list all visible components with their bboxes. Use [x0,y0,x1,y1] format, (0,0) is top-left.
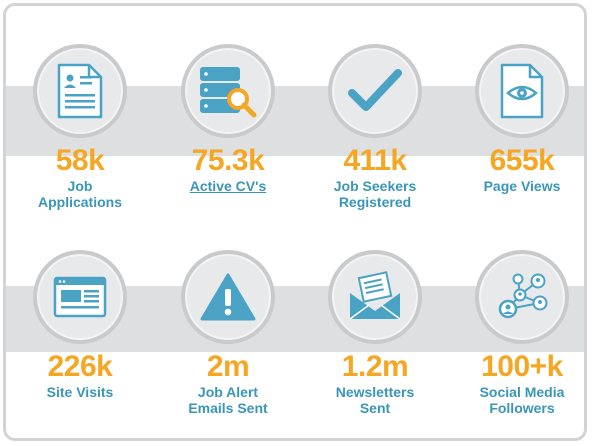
icon-circle [475,44,569,138]
icon-circle [33,44,127,138]
stat-social-followers: 100+k Social Media Followers [452,250,584,416]
icon-circle [475,250,569,344]
newsletter-envelope-icon [349,271,401,320]
social-network-icon [498,273,548,319]
icon-circle [181,250,275,344]
browser-window-icon [53,276,107,318]
stat-site-visits: 226k Site Visits [10,250,150,400]
stat-value: 100+k [481,350,563,383]
stat-job-seekers: 411k Job Seekers Registered [305,44,445,210]
page-eye-icon [500,63,544,119]
stat-job-applications: 58k Job Applications [10,44,150,210]
stat-job-alert-emails: 2m Job Alert Emails Sent [158,250,298,416]
stat-page-views: 655k Page Views [452,44,584,194]
stat-label: Page Views [483,178,561,194]
icon-circle [33,250,127,344]
stat-value: 655k [489,144,555,177]
icon-circle [328,44,422,138]
warning-triangle-icon [200,273,256,321]
database-search-icon [200,67,257,118]
icon-circle [328,250,422,344]
active-cvs-link[interactable]: Active CV's [189,178,267,194]
stat-value: 226k [47,350,113,383]
stat-newsletters: 1.2m Newsletters Sent [305,250,445,416]
stat-value: 2m [206,350,250,383]
stat-label: Newsletters Sent [335,384,415,416]
stat-label: Job Applications [37,178,122,210]
stat-value: 1.2m [341,350,409,383]
stat-active-cvs: 75.3k Active CV's [158,44,298,194]
checkmark-icon [348,69,402,111]
stat-label: Job Seekers Registered [333,178,417,210]
icon-circle [181,44,275,138]
document-icon [57,63,103,119]
stat-value: 75.3k [191,144,265,177]
stat-label: Site Visits [46,384,114,400]
stat-label: Job Alert Emails Sent [188,384,268,416]
stat-value: 411k [343,144,407,177]
stats-panel: 58k Job Applications 75.3k Active CV's [3,3,587,441]
stat-value: 58k [55,144,105,177]
stat-label: Social Media Followers [479,384,565,416]
